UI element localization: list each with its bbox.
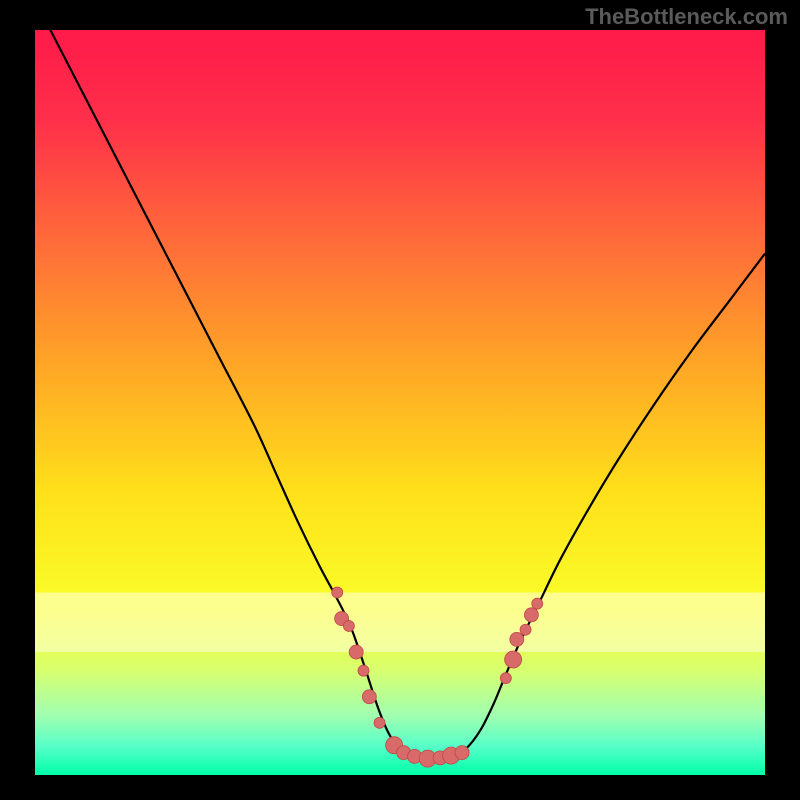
curve-layer [35,30,765,775]
data-markers [332,587,543,767]
data-marker [524,608,538,622]
data-marker [358,665,369,676]
data-marker [510,632,524,646]
data-marker [332,587,343,598]
plot-area [35,30,765,775]
data-marker [349,645,363,659]
data-marker [455,746,469,760]
data-marker [343,621,354,632]
data-marker [532,598,543,609]
watermark-text: TheBottleneck.com [585,4,788,30]
data-marker [500,673,511,684]
data-marker [520,624,531,635]
bottleneck-curve [35,30,765,759]
data-marker [374,717,385,728]
data-marker [505,651,522,668]
data-marker [362,690,376,704]
